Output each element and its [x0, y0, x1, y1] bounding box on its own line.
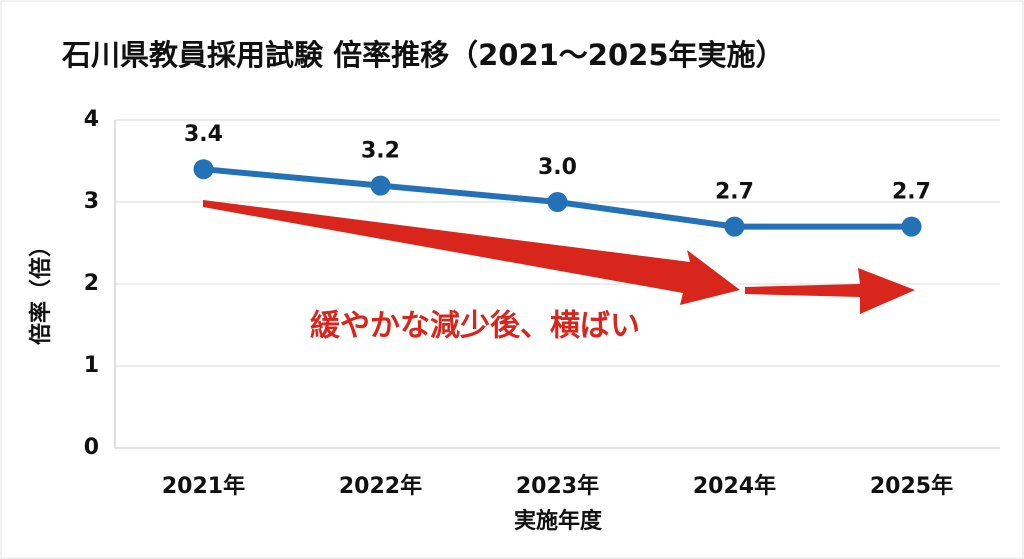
y-tick-label: 0 [84, 435, 99, 460]
x-tick-label: 2022年 [339, 473, 422, 499]
marker [370, 175, 391, 196]
x-tick-label: 2025年 [870, 473, 953, 499]
trend-arrow [203, 200, 740, 305]
marker [901, 216, 922, 237]
data-label: 2.7 [715, 180, 754, 205]
y-tick-label: 3 [84, 189, 99, 214]
x-tick-label: 2021年 [162, 473, 245, 499]
y-tick-label: 1 [84, 353, 99, 378]
x-axis-label: 実施年度 [514, 508, 603, 534]
y-tick-label: 4 [84, 107, 99, 132]
annotation: 緩やかな減少後、横ばい [310, 309, 640, 344]
trend-arrow [745, 268, 915, 314]
data-label: 3.0 [538, 155, 577, 180]
data-label: 2.7 [892, 180, 931, 205]
data-label: 3.2 [361, 139, 400, 164]
marker [724, 216, 745, 237]
marker [547, 192, 568, 212]
y-axis-label: 倍率（倍） [28, 235, 54, 345]
data-label: 3.4 [184, 122, 223, 147]
x-tick-label: 2023年 [516, 473, 599, 499]
x-tick-label: 2024年 [693, 473, 776, 499]
chart-title: 石川県教員採用試験 倍率推移（2021〜2025年実施） [61, 38, 785, 72]
y-tick-label: 2 [84, 271, 99, 296]
marker [193, 159, 214, 180]
